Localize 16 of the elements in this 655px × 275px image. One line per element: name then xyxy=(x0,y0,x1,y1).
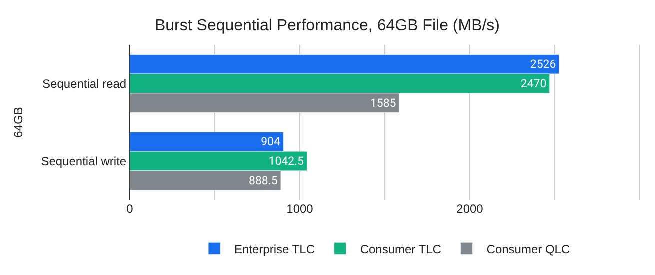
chart-title: Burst Sequential Performance, 64GB File (MB/s) xyxy=(154,17,500,34)
x-tick-label: 2000 xyxy=(456,202,484,216)
data-label: 904 xyxy=(261,134,281,149)
legend-label: Consumer TLC xyxy=(360,242,442,256)
legend-label: Consumer QLC xyxy=(486,242,570,256)
legend-label: Enterprise TLC xyxy=(234,242,316,256)
y-tick-label: Sequential write xyxy=(41,154,127,168)
x-tick-label: 1000 xyxy=(286,202,314,216)
data-label: 2470 xyxy=(520,76,547,91)
x-tick-label: 0 xyxy=(126,202,134,216)
data-label: 2526 xyxy=(530,57,556,72)
y-tick-label: Sequential read xyxy=(42,76,127,91)
y-axis-title: 64GB xyxy=(12,107,26,138)
data-label: 888.5 xyxy=(249,173,278,188)
data-label: 1042.5 xyxy=(268,154,304,168)
data-label: 1585 xyxy=(370,96,396,110)
